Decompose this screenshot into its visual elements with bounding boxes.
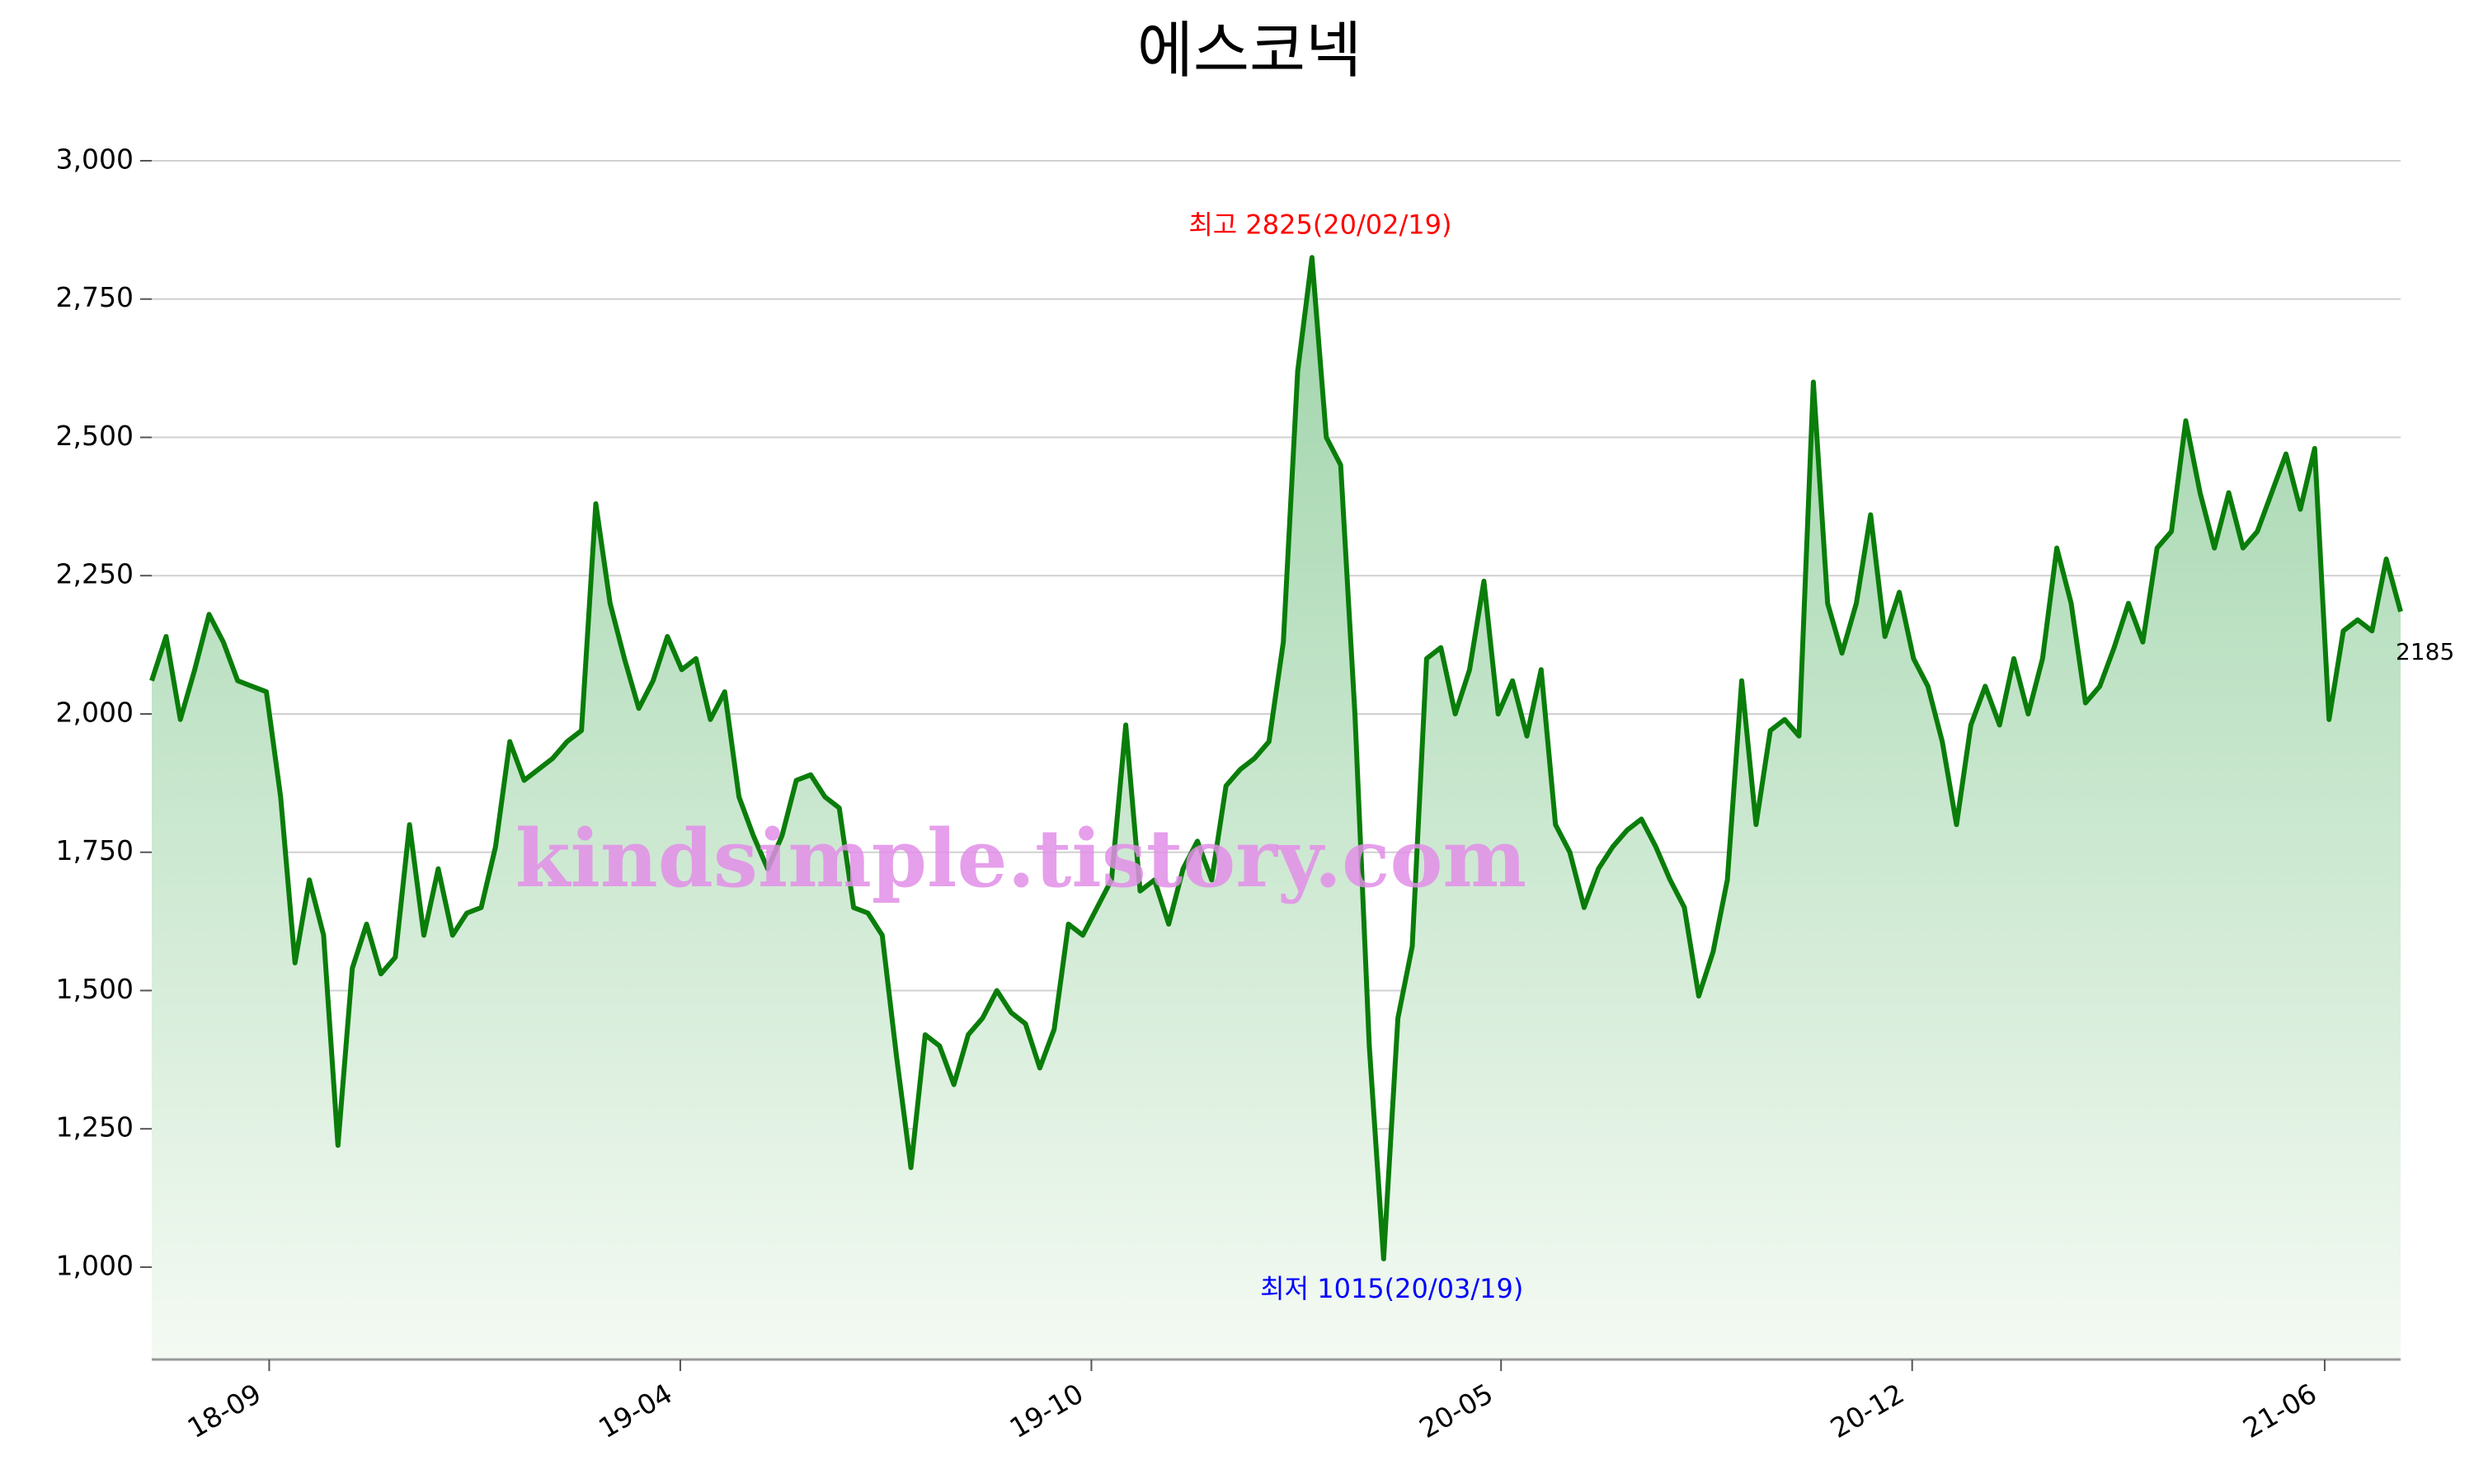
x-tick-label: 18-09 — [182, 1377, 267, 1444]
y-tick-label: 3,000 — [56, 143, 134, 176]
line — [149, 255, 2403, 1261]
x-tick-label: 20-05 — [1413, 1377, 1498, 1444]
y-tick-label: 1,500 — [56, 973, 134, 1005]
area — [152, 257, 2401, 1360]
y-tick-label: 1,000 — [56, 1249, 134, 1281]
y-tick-label: 2,500 — [56, 420, 134, 452]
y-tick-label: 2,750 — [56, 281, 134, 313]
last-value-label: 2185 — [2396, 638, 2454, 665]
annotation: 최저 1015(20/03/19) — [1260, 1273, 1523, 1304]
x-tick-label: 21-06 — [2237, 1377, 2322, 1444]
x-tick-label: 19-04 — [593, 1377, 678, 1444]
y-tick-label: 1,250 — [56, 1111, 134, 1144]
x-tick-label: 19-10 — [1004, 1377, 1089, 1444]
watermark: kindsimple.tistory.com — [515, 812, 1526, 905]
y-tick-label: 2,250 — [56, 558, 134, 590]
y-tick-label: 1,750 — [56, 834, 134, 866]
x-tick-label: 20-12 — [1825, 1377, 1910, 1444]
annotation: 최고 2825(20/02/19) — [1188, 209, 1451, 240]
chart-title: 에스코넥 — [1137, 16, 1362, 87]
y-tick-label: 2,000 — [56, 696, 134, 728]
